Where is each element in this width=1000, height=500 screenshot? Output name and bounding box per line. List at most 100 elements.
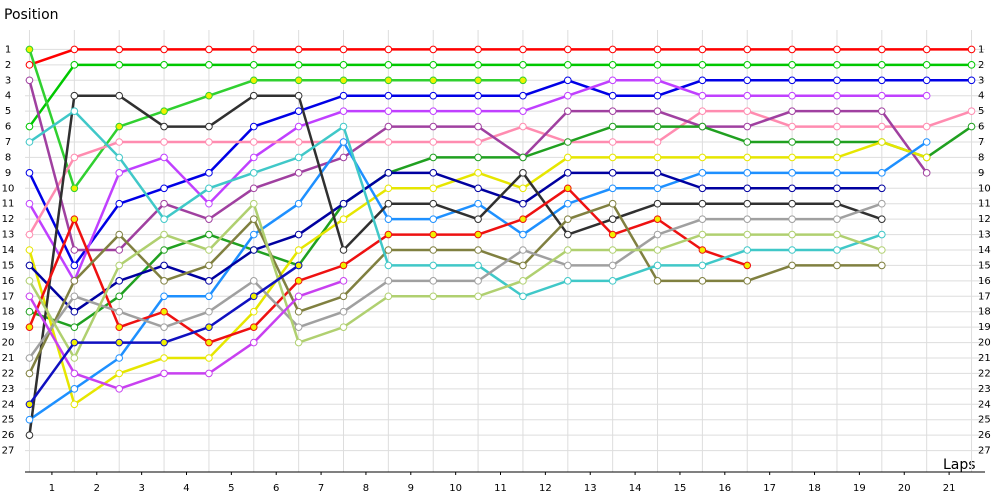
point <box>653 277 662 285</box>
y-tick-label-right: 15 <box>978 260 991 271</box>
point <box>339 246 348 254</box>
point <box>249 76 258 85</box>
point <box>25 169 34 177</box>
x-tick-label: 14 <box>629 483 642 494</box>
point <box>429 45 438 54</box>
point <box>429 122 438 131</box>
point <box>294 199 303 208</box>
point <box>653 45 662 54</box>
point <box>115 338 124 347</box>
point <box>160 45 168 54</box>
point <box>205 169 213 177</box>
point <box>25 400 34 409</box>
point <box>205 199 213 208</box>
y-tick-label: 12 <box>2 214 15 225</box>
point <box>833 246 841 254</box>
x-tick-label: 10 <box>449 483 462 494</box>
point <box>474 153 482 162</box>
point <box>25 138 34 146</box>
point <box>115 138 124 146</box>
point <box>878 138 886 146</box>
x-tick-label: 20 <box>898 483 911 494</box>
point <box>698 153 707 162</box>
point <box>429 153 438 162</box>
y-tick-label-right: 19 <box>978 322 991 333</box>
point <box>653 169 662 177</box>
point <box>160 215 168 223</box>
point <box>70 323 79 331</box>
y-tick-label-right: 24 <box>978 399 991 410</box>
point <box>70 292 79 301</box>
point <box>115 323 124 331</box>
point <box>384 215 393 223</box>
y-tick-label: 18 <box>2 307 15 318</box>
point <box>205 246 213 254</box>
point <box>429 246 438 254</box>
y-tick-label-right: 6 <box>978 122 984 133</box>
point <box>519 169 527 177</box>
point <box>564 138 572 146</box>
point <box>249 199 258 208</box>
point <box>70 400 79 409</box>
point <box>653 122 662 131</box>
point <box>743 61 752 69</box>
point <box>653 91 662 100</box>
y-tick-label: 7 <box>5 137 11 148</box>
point <box>519 199 527 208</box>
point <box>967 107 976 115</box>
point <box>564 153 572 162</box>
point <box>519 153 527 162</box>
point <box>339 61 348 69</box>
point <box>115 122 124 131</box>
point <box>205 61 213 69</box>
point <box>70 61 79 69</box>
point <box>249 277 258 285</box>
y-tick-label-right: 22 <box>978 368 991 379</box>
point <box>564 61 572 69</box>
point <box>115 45 124 54</box>
point <box>339 292 348 301</box>
y-tick-label: 2 <box>5 60 11 71</box>
point <box>519 230 527 239</box>
point <box>519 91 527 100</box>
point <box>339 199 348 208</box>
point <box>160 369 168 378</box>
point <box>25 415 34 424</box>
point <box>743 199 752 208</box>
y-tick-label: 13 <box>2 230 15 241</box>
y-tick-label: 6 <box>5 122 11 133</box>
point <box>878 61 886 69</box>
point <box>115 246 124 254</box>
point <box>294 230 303 239</box>
point <box>70 354 79 362</box>
point <box>25 354 34 362</box>
point <box>519 277 527 285</box>
point <box>249 338 258 347</box>
point <box>25 246 34 254</box>
point <box>564 230 572 239</box>
point <box>249 169 258 177</box>
y-tick-label: 15 <box>2 260 15 271</box>
series-line <box>28 109 972 236</box>
series-line <box>28 49 523 192</box>
y-tick-label-right: 12 <box>978 214 991 225</box>
point <box>205 45 213 54</box>
series-line <box>28 171 882 314</box>
point <box>474 199 482 208</box>
point <box>339 153 348 162</box>
point <box>384 76 393 85</box>
point <box>878 91 886 100</box>
y-tick-label: 5 <box>5 106 11 117</box>
point <box>25 369 34 378</box>
y-tick-label: 11 <box>2 199 15 210</box>
point <box>339 91 348 100</box>
point <box>743 91 752 100</box>
point <box>429 277 438 285</box>
x-tick-label: 1 <box>49 483 55 494</box>
point <box>743 230 752 239</box>
y-tick-label: 1 <box>5 44 11 55</box>
point <box>339 261 348 270</box>
point <box>339 45 348 54</box>
point <box>833 215 841 223</box>
point <box>608 122 617 131</box>
